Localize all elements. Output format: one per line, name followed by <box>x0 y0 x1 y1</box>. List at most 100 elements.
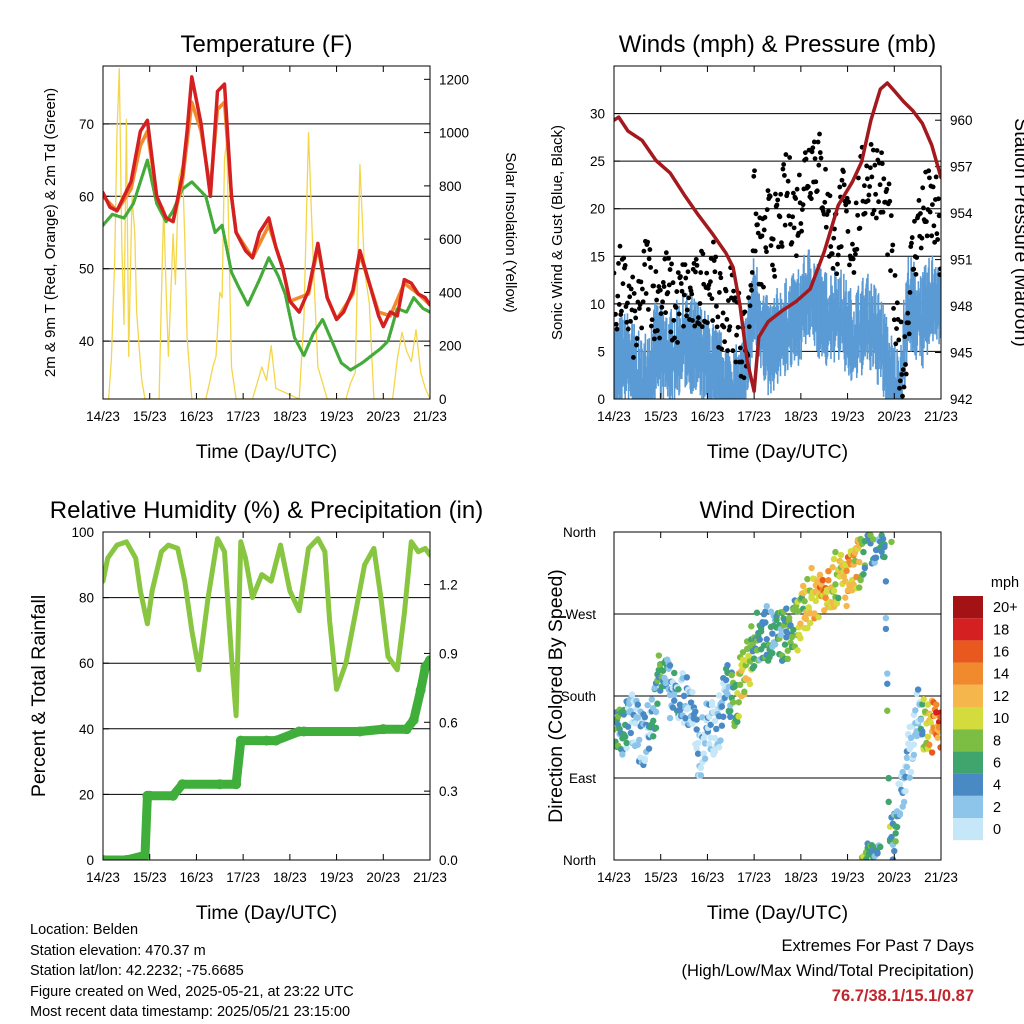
gust-point <box>809 149 815 155</box>
gust-point <box>663 250 669 256</box>
y-tick-label: 60 <box>79 189 94 204</box>
gust-point <box>653 269 659 274</box>
direction-point <box>650 717 657 725</box>
gust-point <box>721 324 727 330</box>
gust-point <box>645 307 651 312</box>
direction-point <box>724 690 731 698</box>
gust-point <box>818 155 824 161</box>
gust-point <box>791 225 797 231</box>
gust-point <box>676 311 682 317</box>
x-tick-label: 17/23 <box>226 409 260 424</box>
y2-tick-label: 957 <box>950 160 973 175</box>
gust-point <box>790 190 796 196</box>
direction-point <box>888 833 895 841</box>
direction-point <box>934 734 941 741</box>
colorbar-swatch <box>953 751 983 774</box>
direction-point <box>825 568 832 575</box>
direction-point <box>804 575 811 583</box>
y2-tick-label: 1000 <box>439 126 469 141</box>
gust-point <box>625 326 631 332</box>
direction-point <box>693 716 700 723</box>
direction-point <box>935 723 941 731</box>
direction-point <box>741 688 748 695</box>
precipitation-point <box>261 735 272 746</box>
direction-point <box>878 548 885 555</box>
y-tick-label: 100 <box>71 525 94 540</box>
x-axis-label: Time (Day/UTC) <box>707 441 848 463</box>
colorbar-label: 2 <box>993 800 1001 816</box>
direction-point <box>734 718 741 725</box>
gust-point <box>869 174 875 180</box>
gust-point <box>696 315 701 321</box>
gust-point <box>616 302 622 307</box>
direction-point <box>727 713 734 721</box>
y-tick-label: 20 <box>79 787 94 802</box>
gust-point <box>793 253 799 259</box>
gust-point <box>622 263 628 268</box>
x-tick-label: 17/23 <box>737 409 771 424</box>
recent-timestamp-text: Most recent data timestamp: 2025/05/21 2… <box>30 1004 351 1020</box>
gust-point <box>787 155 793 160</box>
gust-point <box>900 393 905 399</box>
gust-point <box>617 243 623 249</box>
gust-point <box>713 303 719 309</box>
extremes-box: Extremes For Past 7 Days (High/Low/Max W… <box>681 934 974 1009</box>
direction-point <box>648 696 656 703</box>
direction-point <box>763 602 770 610</box>
gust-point <box>885 252 890 258</box>
y-tick-label: 40 <box>79 334 94 349</box>
gust-point <box>866 192 872 198</box>
gust-point <box>641 248 647 254</box>
gust-point <box>933 174 939 180</box>
gust-point <box>724 317 730 322</box>
gust-point <box>707 292 713 298</box>
plot-border <box>102 65 431 400</box>
gust-point <box>854 246 860 252</box>
gust-point <box>656 284 662 289</box>
gust-point <box>679 288 685 294</box>
gust-point <box>675 339 680 345</box>
gust-point <box>634 342 639 348</box>
gust-point <box>681 323 686 329</box>
gust-point <box>841 169 846 175</box>
gust-point <box>900 367 906 373</box>
gust-point <box>642 262 648 267</box>
direction-point <box>794 647 801 654</box>
gust-point <box>894 300 900 306</box>
direction-point <box>671 669 678 677</box>
direction-point <box>843 602 850 610</box>
direction-point <box>682 715 689 722</box>
precipitation-point <box>425 655 430 666</box>
gust-point <box>657 335 662 341</box>
location-text: Location: Belden <box>30 922 139 938</box>
gust-point <box>748 283 754 288</box>
gust-point <box>708 279 713 285</box>
gust-point <box>924 233 930 239</box>
direction-point <box>868 847 876 855</box>
direction-point <box>902 787 909 795</box>
direction-point <box>829 564 836 571</box>
direction-point <box>623 744 630 752</box>
gust-point <box>717 271 723 276</box>
humidity-plot-area <box>103 536 430 860</box>
direction-point <box>928 749 936 756</box>
direction-point <box>614 726 618 733</box>
direction-point <box>773 616 780 624</box>
direction-point <box>882 578 890 585</box>
precipitation-point <box>121 855 132 860</box>
gust-point <box>785 190 790 196</box>
gust-point <box>846 199 852 205</box>
direction-point <box>837 551 845 559</box>
gust-point <box>761 227 767 233</box>
gust-point <box>685 269 691 275</box>
y2-tick-label: 600 <box>439 232 462 247</box>
direction-point <box>715 692 723 699</box>
panel-title: Winds (mph) & Pressure (mb) <box>619 31 936 58</box>
colorbar-label: 12 <box>993 689 1009 705</box>
gust-point <box>746 324 752 330</box>
x-tick-label: 17/23 <box>226 870 260 885</box>
gust-point <box>739 359 745 365</box>
precipitation-point <box>103 855 108 860</box>
gust-point <box>662 256 668 262</box>
direction-point <box>650 733 657 740</box>
